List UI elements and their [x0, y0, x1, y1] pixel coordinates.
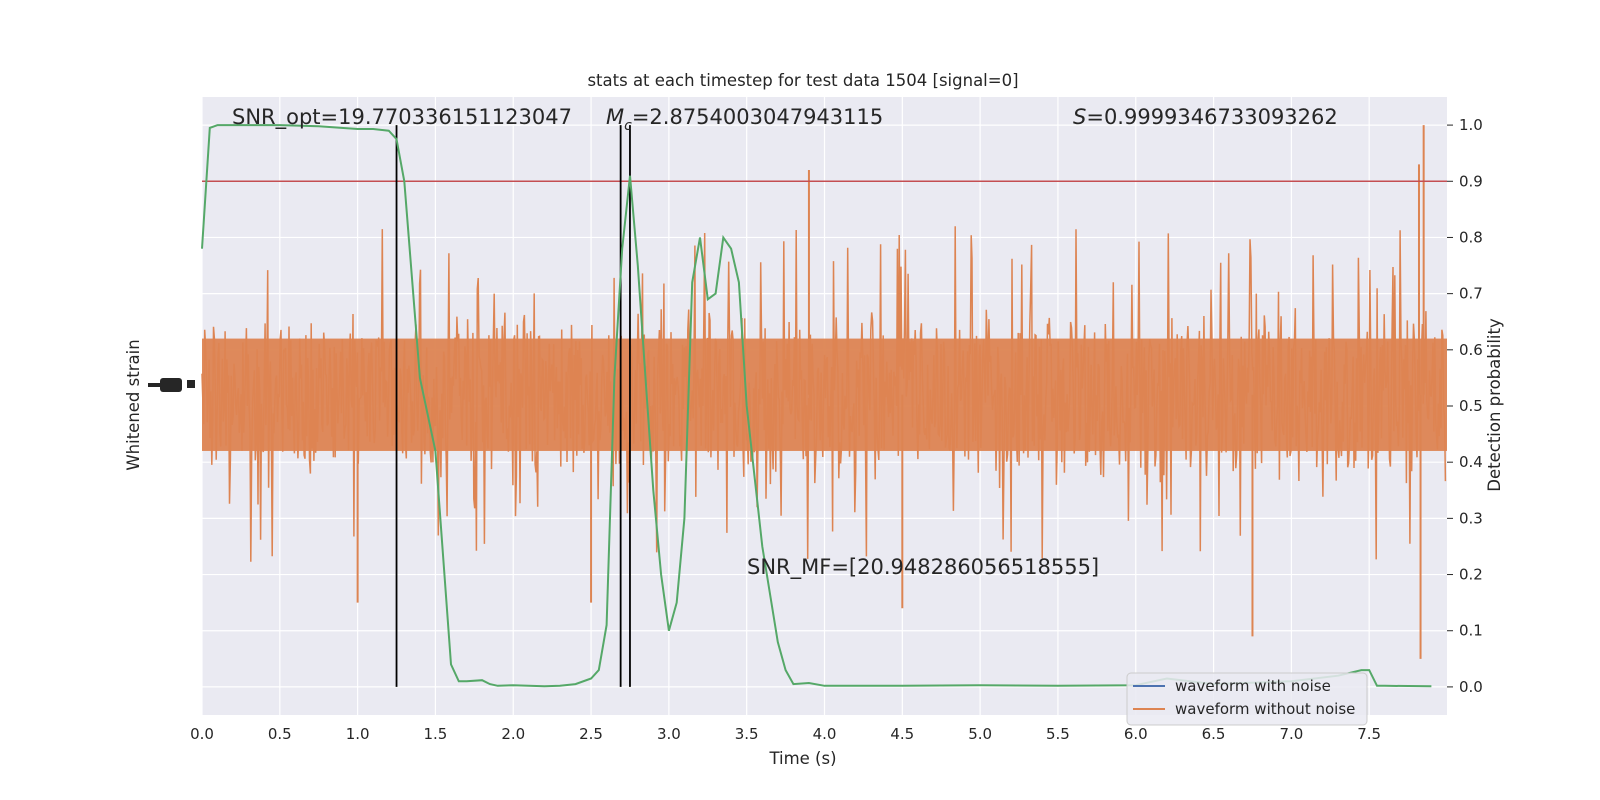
- score-symbol: S: [1073, 105, 1086, 129]
- y-tick-label: 0.1: [1459, 622, 1483, 640]
- y-axis-right: 0.0 0.1 0.2 0.3 0.4 0.5 0.6 0.7 0.8 0.9 1.0: [1447, 116, 1483, 696]
- chirp-mass-symbol: M: [606, 105, 624, 129]
- y-axis-label-left: Whitened strain: [124, 339, 143, 470]
- x-tick-label: 7.5: [1357, 725, 1381, 743]
- x-tick-label: 0.5: [268, 725, 292, 743]
- x-tick-label: 4.5: [890, 725, 914, 743]
- noise-band: [202, 338, 1447, 451]
- legend-label-with-noise: waveform with noise: [1175, 677, 1331, 695]
- x-tick-label: 3.5: [735, 725, 759, 743]
- legend: waveform with noise waveform without noi…: [1126, 672, 1368, 726]
- series-waveform-without-noise: [201, 125, 1447, 659]
- x-tick-label: 3.0: [657, 725, 681, 743]
- x-tick-label: 2.0: [501, 725, 525, 743]
- y-tick-label: 0.7: [1459, 285, 1483, 303]
- chart-title: stats at each timestep for test data 150…: [587, 71, 1018, 90]
- x-tick-label: 6.0: [1124, 725, 1148, 743]
- x-tick-label: 1.5: [424, 725, 448, 743]
- x-tick-label: 6.5: [1202, 725, 1226, 743]
- y-tick-label: 0.6: [1459, 341, 1483, 359]
- y-tick-label: 1.0: [1459, 116, 1483, 134]
- y-axis-label-right: Detection probability: [1485, 318, 1504, 492]
- vertical-markers: [395, 125, 631, 687]
- x-axis-label: Time (s): [768, 749, 836, 768]
- x-tick-label: 1.0: [346, 725, 370, 743]
- chirp-mass-value: =2.8754003047943115: [632, 105, 883, 129]
- y-axis-left-ticks: [148, 378, 195, 392]
- y-tick-label: 0.5: [1459, 397, 1483, 415]
- x-tick-label: 0.0: [190, 725, 214, 743]
- y-tick-label: 0.4: [1459, 453, 1483, 471]
- x-axis: 0.0 0.5 1.0 1.5 2.0 2.5 3.0 3.5 4.0 4.5 5.0 5.5 6.0 6…: [190, 725, 1381, 743]
- series-detection-probability: [201, 124, 1432, 688]
- legend-label-without-noise: waveform without noise: [1175, 700, 1355, 718]
- chirp-mass-annotation: Mc=2.8754003047943115: [606, 105, 883, 134]
- x-tick-label: 2.5: [579, 725, 603, 743]
- x-tick-label: 5.0: [968, 725, 992, 743]
- y-tick-label: 0.9: [1459, 172, 1483, 190]
- snr-opt-annotation: SNR_opt=19.770336151123047: [232, 105, 572, 130]
- x-tick-label: 5.5: [1046, 725, 1070, 743]
- y-tick-label: 0.3: [1459, 509, 1483, 527]
- score-value: =0.9999346733093262: [1086, 105, 1337, 129]
- chirp-mass-subscript: c: [624, 118, 632, 134]
- y-tick-label: 0.8: [1459, 228, 1483, 246]
- y-tick-label: 0.2: [1459, 566, 1483, 584]
- score-annotation: S=0.9999346733093262: [1073, 105, 1338, 129]
- y-tick-label: 0.0: [1459, 678, 1483, 696]
- x-tick-label: 7.0: [1279, 725, 1303, 743]
- snr-mf-annotation: SNR_MF=[20.948286056518555]: [747, 555, 1099, 580]
- x-tick-label: 4.0: [813, 725, 837, 743]
